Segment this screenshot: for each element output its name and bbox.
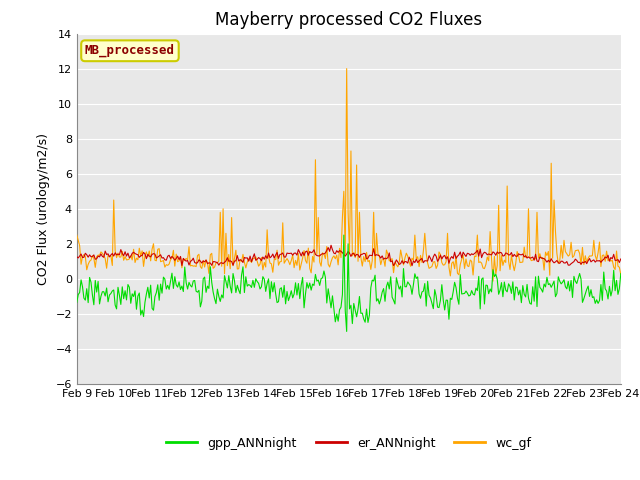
gpp_ANNnight (108, 288, 116, 294)
gpp_ANNnight (463, 290, 471, 296)
wc_gf (73, 232, 81, 238)
Y-axis label: CO2 Flux (urology/m2/s): CO2 Flux (urology/m2/s) (37, 133, 50, 285)
er_ANNnight (92, 256, 99, 262)
Line: gpp_ANNnight: gpp_ANNnight (77, 235, 621, 331)
er_ANNnight (73, 254, 81, 260)
er_ANNnight (327, 242, 335, 248)
gpp_ANNnight (617, 271, 625, 276)
er_ANNnight (463, 251, 471, 256)
gpp_ANNnight (92, 277, 99, 283)
er_ANNnight (408, 263, 416, 269)
gpp_ANNnight (340, 232, 348, 238)
wc_gf (616, 264, 623, 270)
er_ANNnight (545, 257, 552, 263)
wc_gf (108, 263, 116, 268)
gpp_ANNnight (616, 286, 623, 291)
wc_gf (354, 258, 362, 264)
wc_gf (489, 278, 497, 284)
gpp_ANNnight (343, 328, 351, 334)
Text: MB_processed: MB_processed (85, 44, 175, 58)
gpp_ANNnight (73, 300, 81, 305)
Legend: gpp_ANNnight, er_ANNnight, wc_gf: gpp_ANNnight, er_ANNnight, wc_gf (161, 432, 536, 455)
wc_gf (92, 264, 99, 270)
gpp_ANNnight (356, 294, 364, 300)
wc_gf (343, 66, 351, 72)
Line: er_ANNnight: er_ANNnight (77, 245, 621, 266)
Line: wc_gf: wc_gf (77, 69, 621, 281)
Title: Mayberry processed CO2 Fluxes: Mayberry processed CO2 Fluxes (215, 11, 483, 29)
er_ANNnight (108, 251, 116, 256)
wc_gf (617, 272, 625, 277)
wc_gf (462, 256, 470, 262)
er_ANNnight (617, 256, 625, 262)
gpp_ANNnight (545, 282, 552, 288)
er_ANNnight (616, 260, 623, 265)
er_ANNnight (354, 252, 362, 258)
wc_gf (545, 249, 552, 254)
